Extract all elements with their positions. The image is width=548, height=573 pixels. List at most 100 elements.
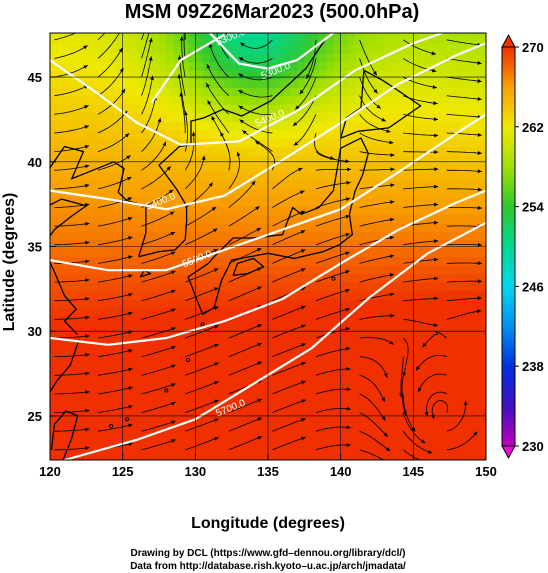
heat-cell [456,146,465,156]
heat-cell [100,307,109,317]
heat-cell [311,146,320,156]
streamline-arrow [208,182,213,187]
streamline-arrow [170,270,176,275]
heat-cell [188,383,196,393]
heat-cell [377,383,385,393]
heat-cell [195,70,204,80]
heat-cell [180,231,189,241]
heat-cell [398,383,407,393]
heat-cell [100,290,109,300]
heat-cell [304,171,313,182]
heat-cell [333,36,342,46]
heat-cell [435,315,443,326]
heat-cell [238,188,247,198]
heat-cell [238,265,247,275]
streamline-arrow [128,274,133,279]
heat-cell [478,299,486,309]
heat-cell [173,451,182,460]
heat-cell [456,273,465,283]
heat-cell [333,426,342,436]
heat-cell [275,290,284,300]
heat-cell [115,315,124,326]
heat-cell [297,324,305,334]
heat-cell [362,248,371,258]
heat-cell [297,383,305,393]
heat-cell [64,324,73,334]
heat-cell [456,248,465,258]
heat-cell [57,299,66,309]
heat-cell [435,104,443,114]
streamline-arrow [433,257,439,262]
heat-cell [231,205,240,215]
streamline [97,349,133,357]
heat-cell [413,443,422,453]
heat-cell [260,434,269,444]
heat-cell [377,417,385,427]
heat-cell [340,239,349,249]
heat-cell [100,400,109,410]
heat-cell [238,163,247,173]
heat-cell [231,282,240,292]
heat-cell [202,315,211,326]
heat-cell [275,44,284,54]
heat-cell [377,214,385,224]
heat-cell [108,121,116,131]
heat-cell [100,383,109,393]
heat-cell [289,375,298,385]
heat-cell [311,104,320,114]
heat-cell [297,375,305,385]
heat-cell [282,307,291,317]
streamline-arrow [171,420,176,425]
heat-cell [442,138,451,148]
heat-cell [151,324,160,334]
heat-cell [456,434,465,444]
heat-cell [268,222,276,232]
heat-cell [129,222,138,232]
x-tick-label: 145 [402,464,424,479]
heat-cell [246,87,255,97]
streamline [272,418,306,432]
heat-cell [217,451,225,460]
heat-cell [188,239,196,249]
heat-cell [297,341,305,351]
heat-cell [50,282,58,292]
heat-cell [442,146,451,156]
heat-cell [340,299,349,309]
heat-cell [79,61,87,71]
streamline-arrow [433,276,439,281]
streamline [446,188,482,191]
heat-cell [71,70,80,80]
heat-cell [420,307,429,317]
heat-cell [202,273,211,283]
heat-cell [471,214,480,224]
heat-cell [231,239,240,249]
heat-cell [442,121,451,131]
heat-cell [377,375,385,385]
heat-cell [347,121,356,131]
heat-cell [268,33,276,37]
heat-cell [282,205,291,215]
heat-cell [195,95,204,105]
heat-cell [268,78,276,88]
heat-cell [275,392,284,402]
heat-cell [260,214,269,224]
heat-cell [100,112,109,122]
heat-cell [260,205,269,215]
streamline [272,305,306,320]
heat-cell [391,146,400,156]
heat-cell [57,87,66,97]
heat-cell [471,180,480,190]
heat-cell [304,375,313,385]
heat-cell [71,44,80,54]
heat-cell [297,129,305,139]
heat-cell [427,392,436,402]
heat-cell [464,349,473,359]
heat-cell [195,282,204,292]
heat-cell [180,349,189,359]
streamline-arrow [345,251,350,256]
heat-cell [406,61,414,71]
heat-cell [253,434,262,444]
heat-cell [180,104,189,114]
heat-cell [64,180,73,190]
streamline-arrow [389,254,395,259]
